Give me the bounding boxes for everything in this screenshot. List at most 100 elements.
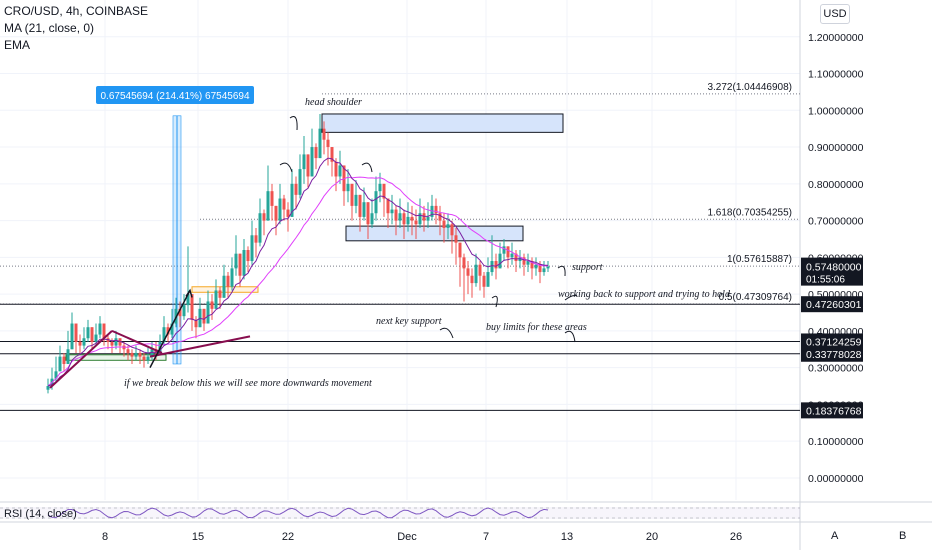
ema-indicator-label[interactable]: EMA — [4, 38, 31, 52]
candle — [354, 180, 358, 214]
demand-zone — [65, 354, 167, 361]
candle-body — [526, 261, 530, 265]
candle-body — [334, 161, 338, 177]
candle — [426, 202, 430, 228]
candle-body — [366, 202, 370, 225]
annotation-texts: head shoulder support working back to supp… — [96, 86, 731, 389]
candle — [270, 183, 274, 221]
candle — [246, 246, 250, 273]
candle — [262, 209, 266, 236]
candle — [274, 205, 278, 236]
candle — [182, 294, 186, 320]
candle — [362, 187, 366, 221]
candle — [86, 319, 90, 342]
candle — [194, 316, 198, 339]
candle-body — [410, 216, 414, 221]
candle — [350, 183, 354, 221]
candle — [322, 121, 326, 155]
candle — [294, 176, 298, 210]
candle — [206, 290, 210, 324]
ma-line — [47, 176, 549, 387]
rsi-pane[interactable] — [0, 507, 800, 519]
candle-body — [506, 246, 510, 258]
currency-button[interactable]: USD — [820, 4, 850, 24]
candle-body — [242, 250, 246, 276]
candle-body — [290, 183, 294, 217]
candle-body — [394, 209, 398, 221]
candle-body — [66, 349, 70, 364]
auto-scale-button[interactable]: A — [831, 530, 839, 542]
time-tick-label: 20 — [646, 531, 658, 543]
candle-body — [214, 290, 218, 309]
trendline — [111, 329, 163, 354]
candle — [298, 154, 302, 199]
annotation-arrow — [279, 162, 293, 173]
candle-body — [202, 308, 206, 324]
candle-body — [302, 154, 306, 170]
rsi-indicator-label[interactable]: RSI (14, close) — [4, 508, 77, 520]
candle — [170, 308, 174, 339]
candle-body — [546, 266, 550, 269]
candle — [238, 253, 242, 287]
annotation-arrow — [361, 162, 373, 173]
candle — [278, 183, 282, 225]
candle-body — [194, 319, 198, 328]
candlestick-series — [46, 113, 550, 394]
fib-label: 3.272(1.04446908) — [707, 82, 792, 93]
candle — [418, 198, 422, 228]
candle — [226, 272, 230, 298]
candle-body — [482, 275, 486, 287]
candle-body — [178, 308, 182, 317]
fib-label: 1.618(0.70354255) — [707, 207, 792, 218]
candle-body — [402, 213, 406, 225]
candle — [386, 198, 390, 228]
time-axis[interactable]: 8 15 22 Dec 7 13 20 26 — [102, 531, 742, 543]
candle-body — [450, 224, 454, 236]
annotation-text: support — [572, 262, 603, 273]
candle-body — [162, 327, 166, 342]
price-axis[interactable]: 1.20000000 1.10000000 1.00000000 0.90000000… — [801, 32, 864, 485]
ma-indicator-label[interactable]: MA (21, close, 0) — [4, 21, 95, 35]
candle — [502, 238, 506, 262]
candle-body — [478, 264, 482, 276]
candle-body — [442, 220, 446, 228]
candle — [406, 202, 410, 232]
candle-body — [138, 352, 142, 357]
candle-body — [362, 202, 366, 217]
candle — [214, 279, 218, 309]
level-price-tag — [801, 296, 863, 313]
candle-body — [446, 224, 450, 228]
candle — [130, 349, 134, 364]
candle — [318, 113, 322, 159]
candle — [430, 194, 434, 221]
price-tick-label: 1.10000000 — [808, 69, 864, 81]
annotation-arrow — [439, 327, 454, 339]
level-price-tag — [801, 345, 863, 362]
candle-body — [466, 268, 470, 276]
annotation-text: buy limits for these areas — [486, 322, 587, 333]
drawings — [49, 116, 578, 389]
candle-body — [274, 205, 278, 221]
candle — [186, 246, 190, 313]
candle-body — [182, 305, 186, 317]
measure-label-bg — [96, 86, 254, 104]
candle-body — [278, 198, 282, 221]
time-tick-label: 13 — [561, 531, 573, 543]
candle — [290, 169, 294, 217]
candle — [78, 334, 82, 353]
candle — [314, 143, 318, 170]
b-button[interactable]: B — [899, 530, 907, 542]
candle — [242, 238, 246, 280]
candle-body — [282, 198, 286, 210]
candle — [530, 257, 534, 280]
candle-body — [518, 257, 522, 262]
candle-body — [210, 301, 214, 309]
candle — [202, 308, 206, 331]
annotation-arrow — [289, 116, 298, 131]
candle-body — [186, 294, 190, 306]
supply-zone — [345, 225, 524, 242]
candle-body — [434, 205, 438, 214]
chart-title: CRO/USD, 4h, COINBASE — [4, 4, 149, 18]
candle — [302, 136, 306, 184]
